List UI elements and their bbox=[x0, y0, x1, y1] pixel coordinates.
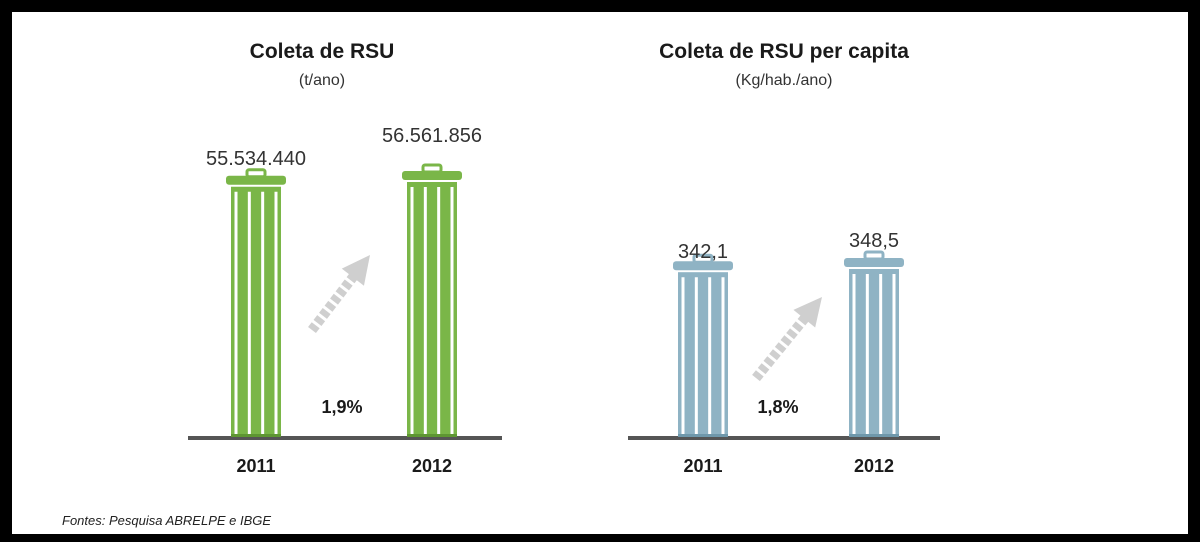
value-label-coleta-2011: 55.534.440 bbox=[205, 148, 307, 170]
growth-arrow-1 bbox=[752, 297, 822, 382]
chart-title-per-capita: Coleta de RSU per capita bbox=[659, 40, 909, 63]
chart-subtitle-coleta: (t/ano) bbox=[298, 72, 346, 89]
trash-can-bar-0-0 bbox=[226, 168, 286, 437]
chart-title-coleta: Coleta de RSU bbox=[249, 40, 395, 63]
trash-can-bar-0-1 bbox=[402, 163, 462, 437]
trash-can-bar-1-1 bbox=[844, 250, 904, 437]
year-label-coleta-2011: 2011 bbox=[236, 456, 276, 476]
growth-label-coleta: 1,9% bbox=[321, 397, 363, 417]
chart-subtitle-per-capita: (Kg/hab./ano) bbox=[735, 72, 833, 89]
value-label-per-capita-2012: 348,5 bbox=[848, 230, 900, 252]
growth-arrow-0 bbox=[308, 255, 370, 334]
year-label-per-capita-2012: 2012 bbox=[853, 456, 895, 476]
year-label-coleta-2012: 2012 bbox=[411, 456, 453, 476]
growth-label-per-capita: 1,8% bbox=[757, 397, 799, 417]
figure-frame bbox=[12, 12, 1188, 534]
value-label-coleta-2012: 56.561.856 bbox=[381, 125, 483, 147]
year-label-per-capita-2011: 2011 bbox=[683, 456, 723, 476]
trash-can-bar-1-0 bbox=[673, 253, 733, 437]
value-label-per-capita-2011: 342,1 bbox=[677, 241, 729, 263]
source-note: Fontes: Pesquisa ABRELPE e IBGE bbox=[62, 513, 272, 528]
